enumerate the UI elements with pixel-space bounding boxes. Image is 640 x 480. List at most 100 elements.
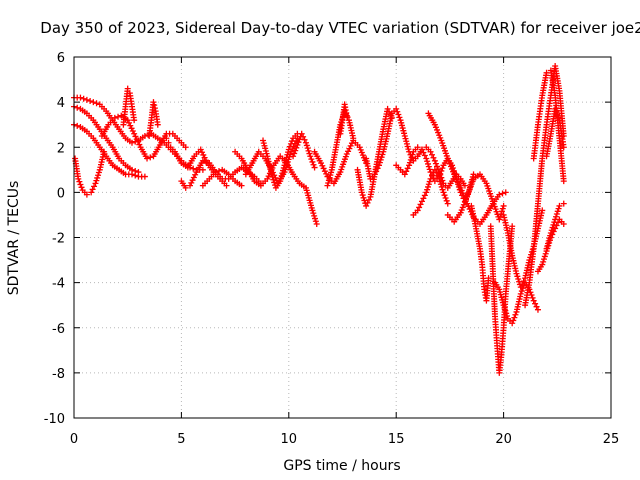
data-point [511,314,518,321]
data-point [427,148,434,155]
data-point [306,150,313,157]
data-point [264,175,271,182]
data-point [141,173,148,180]
series-arc-31 [543,200,567,252]
data-point [551,219,558,226]
data-point [560,144,567,151]
data-point [318,160,325,167]
data-point [437,178,444,185]
data-point [560,178,567,185]
data-point [151,105,158,112]
series-arc-7 [146,99,161,139]
data-point [437,181,444,188]
data-point [87,97,94,104]
x-axis-label: GPS time / hours [283,458,400,474]
data-point [364,199,371,206]
data-point [101,148,108,155]
data-point [188,179,195,186]
data-point [308,156,315,163]
data-point [541,253,548,260]
data-point [150,99,157,106]
data-point [343,151,350,158]
data-point [420,149,427,156]
data-point [363,202,370,209]
data-point [485,275,492,282]
data-point [384,105,391,112]
data-point [456,182,463,189]
data-point [127,122,134,129]
data-point [414,144,421,151]
data-point [182,184,189,191]
series-arc-14 [290,130,318,171]
data-point [438,167,445,174]
data-point [533,303,540,310]
data-point [83,191,90,198]
series-arc-32 [543,105,567,160]
data-point [500,302,507,309]
data-point [269,174,276,181]
series-arc-23 [444,171,507,225]
data-point [406,159,413,166]
data-point [90,99,97,106]
data-point [346,145,353,152]
data-point [542,250,549,257]
data-point [430,154,437,161]
data-point [436,175,443,182]
data-point [310,210,317,217]
data-point [77,181,84,188]
chart-title: Day 350 of 2023, Sidereal Day-to-day VTE… [40,19,640,37]
data-point [347,142,354,149]
data-point [83,96,90,103]
data-point [287,140,294,147]
data-point [131,117,138,124]
data-point [556,202,563,209]
data-point [310,161,317,168]
data-point [498,208,505,215]
x-tick-label: 5 [177,432,185,447]
series-arc-15 [311,137,370,187]
data-point [553,211,560,218]
data-point [423,155,430,162]
data-point [529,294,536,301]
data-point [555,114,562,121]
data-point [439,165,446,172]
data-point [418,198,425,205]
data-point [131,130,138,137]
data-point [128,125,135,132]
data-point [300,133,307,140]
data-point [365,196,372,203]
data-point [404,165,411,172]
data-point [424,158,431,165]
data-point [539,261,546,268]
data-point [291,150,298,157]
data-point [345,148,352,155]
data-point [298,130,305,137]
data-point [93,177,100,184]
data-point [378,154,385,161]
data-point [200,151,207,158]
data-point [499,190,506,197]
data-point [135,138,142,145]
data-point [496,191,503,198]
series-arc-25 [487,223,516,376]
data-point [532,300,539,307]
data-point [132,172,139,179]
data-point [515,276,522,283]
data-point [360,194,367,201]
data-point [311,164,318,171]
series-arc-17 [337,101,350,137]
data-point [163,135,170,142]
data-point [560,220,567,227]
y-axis-label: SDTVAR / TECUs [6,181,22,296]
series-arc-9 [178,157,264,191]
data-point [124,85,131,92]
series-arc-24 [468,202,492,304]
data-point [552,216,559,223]
data-point [92,180,99,187]
data-point [416,204,423,211]
data-point [438,183,445,190]
data-point [503,310,510,317]
data-point [432,160,439,167]
data-point [151,102,158,109]
